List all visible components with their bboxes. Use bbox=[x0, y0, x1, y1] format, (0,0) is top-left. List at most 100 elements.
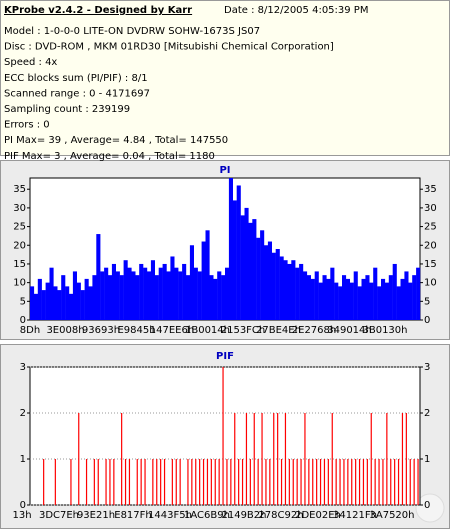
x-tick-label: 8Dh bbox=[20, 325, 40, 336]
bar bbox=[334, 282, 339, 320]
bar bbox=[209, 275, 214, 320]
chart-title: PIF bbox=[216, 351, 234, 362]
bar bbox=[303, 271, 308, 320]
bar bbox=[174, 267, 179, 320]
info-line: ECC blocks sum (PI/PIF) : 8/1 bbox=[4, 73, 148, 84]
date: Date : 8/12/2005 4:05:39 PM bbox=[224, 5, 368, 16]
x-tick-label: 2E2768h bbox=[292, 325, 336, 336]
x-tick-label: 1443F5h bbox=[148, 510, 192, 521]
info-line: Speed : 4x bbox=[4, 57, 57, 68]
bar bbox=[182, 263, 187, 320]
y2-tick-label: 25 bbox=[424, 222, 437, 233]
bar bbox=[88, 286, 93, 320]
bar bbox=[96, 234, 101, 320]
bar bbox=[150, 260, 155, 320]
y-tick-label: 15 bbox=[13, 259, 26, 270]
x-tick-label: 1AC6B9h bbox=[184, 510, 230, 521]
bar bbox=[100, 271, 105, 320]
bar bbox=[275, 249, 280, 320]
y2-tick-label: 35 bbox=[424, 184, 437, 195]
bar bbox=[189, 245, 194, 320]
bar bbox=[65, 286, 70, 320]
watermark bbox=[415, 493, 445, 523]
y-tick-label: 35 bbox=[13, 184, 26, 195]
bar bbox=[357, 286, 362, 320]
bar bbox=[240, 215, 245, 320]
bar bbox=[314, 271, 319, 320]
bar bbox=[115, 271, 120, 320]
bar bbox=[225, 267, 230, 320]
y2-tick-label: 10 bbox=[424, 278, 437, 289]
bar bbox=[232, 200, 237, 320]
bar bbox=[119, 275, 124, 320]
bar bbox=[193, 267, 198, 320]
x-tick-label: 2DE02Eh bbox=[295, 510, 341, 521]
bar bbox=[123, 260, 128, 320]
bar bbox=[197, 271, 202, 320]
y-tick-label: 5 bbox=[20, 296, 26, 307]
y2-tick-label: 5 bbox=[424, 296, 430, 307]
bar bbox=[353, 271, 358, 320]
bar bbox=[299, 263, 304, 320]
x-tick-label: 93693h bbox=[82, 325, 120, 336]
bar bbox=[252, 219, 257, 320]
x-tick-label: 349014h bbox=[327, 325, 372, 336]
bar bbox=[127, 267, 132, 320]
bar bbox=[349, 282, 354, 320]
bar bbox=[392, 263, 397, 320]
bar bbox=[342, 275, 347, 320]
x-tick-label: 3B0130h bbox=[362, 325, 407, 336]
bar bbox=[271, 252, 276, 320]
x-tick-label: E817Fh bbox=[114, 510, 152, 521]
bar bbox=[279, 256, 284, 320]
bar bbox=[201, 241, 206, 320]
y-tick-label: 10 bbox=[13, 278, 26, 289]
bar bbox=[244, 207, 249, 320]
x-tick-label: 13h bbox=[12, 510, 31, 521]
bar bbox=[345, 278, 350, 320]
x-tick-label: 3A7520h bbox=[370, 510, 415, 521]
bar bbox=[384, 282, 389, 320]
bar bbox=[396, 286, 401, 320]
bar bbox=[236, 185, 241, 320]
bar bbox=[365, 275, 370, 320]
bar bbox=[205, 230, 210, 320]
bar bbox=[404, 271, 409, 320]
bar bbox=[33, 293, 38, 320]
plot-area bbox=[29, 366, 421, 506]
bar bbox=[158, 267, 163, 320]
info-line: PI Max= 39 , Average= 4.84 , Total= 1475… bbox=[4, 135, 228, 146]
info-line: Errors : 0 bbox=[4, 120, 50, 131]
bar bbox=[154, 275, 159, 320]
bar bbox=[72, 271, 77, 320]
bar bbox=[248, 222, 253, 320]
y2-tick-label: 2 bbox=[424, 408, 430, 419]
x-tick-label: 27BE4Eh bbox=[256, 325, 301, 336]
bar bbox=[412, 275, 417, 320]
bar bbox=[131, 271, 136, 320]
info-line: Sampling count : 239199 bbox=[4, 104, 130, 115]
info-line: Scanned range : 0 - 4171697 bbox=[4, 88, 150, 99]
info-line: PIF Max= 3 , Average= 0.04 , Total= 1180 bbox=[4, 151, 215, 162]
bar bbox=[213, 278, 218, 320]
bar bbox=[260, 230, 265, 320]
y2-tick-label: 1 bbox=[424, 454, 430, 465]
bar bbox=[166, 271, 171, 320]
info-panel bbox=[0, 0, 450, 156]
y-tick-label: 3 bbox=[20, 362, 26, 373]
bar bbox=[256, 237, 261, 320]
bar bbox=[57, 290, 62, 320]
bar bbox=[41, 290, 46, 320]
app-title: KProbe v2.4.2 - Designed by Karr bbox=[4, 5, 192, 16]
y-tick-label: 0 bbox=[20, 500, 26, 511]
y2-tick-label: 0 bbox=[424, 315, 430, 326]
y-tick-label: 20 bbox=[13, 240, 26, 251]
bar bbox=[267, 241, 272, 320]
bar bbox=[400, 278, 405, 320]
bar bbox=[295, 267, 300, 320]
bar bbox=[84, 278, 89, 320]
bar bbox=[291, 260, 296, 320]
bar bbox=[37, 278, 42, 320]
bar bbox=[416, 267, 421, 320]
